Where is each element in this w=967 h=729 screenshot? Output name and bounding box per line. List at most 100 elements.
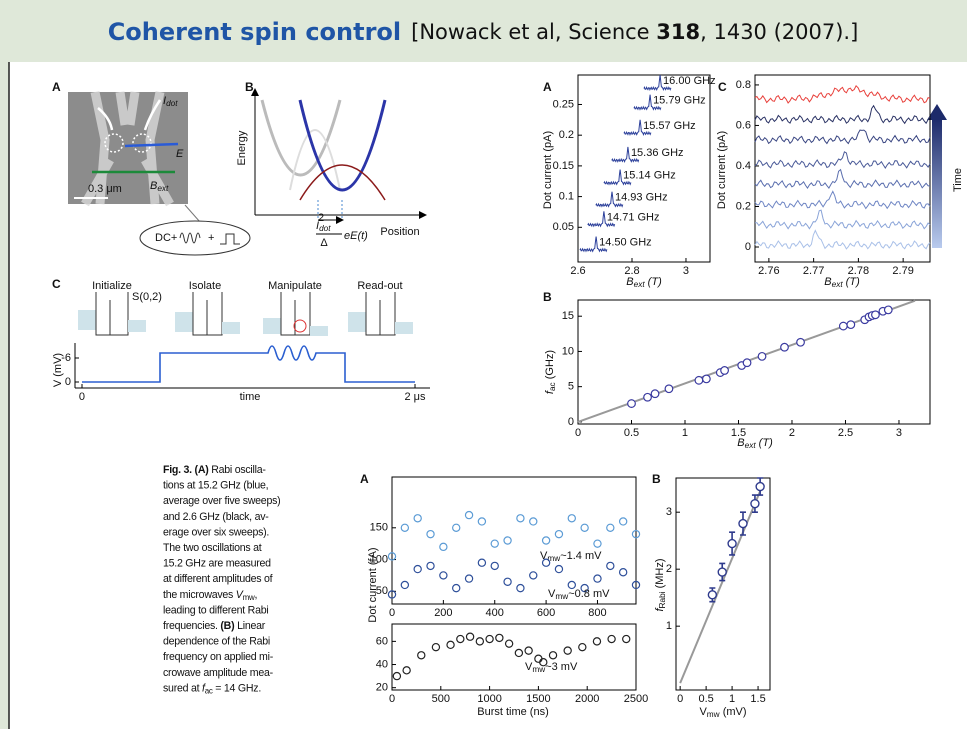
data-point [529, 517, 538, 526]
current-trace [754, 84, 931, 104]
spectrum-trace [579, 236, 608, 253]
y-tick-label: 20 [376, 682, 388, 694]
plot-frame [675, 477, 771, 691]
x-tick-label: 0 [389, 607, 395, 619]
data-point [400, 580, 410, 590]
axis-label-part: ac [548, 382, 557, 391]
caption-line: sured at fac = 14 GHz. [163, 682, 261, 695]
axis-label-part: (T) [756, 437, 773, 449]
data-point [720, 366, 729, 375]
data-point [593, 539, 602, 548]
caption-line: Fig. 3. (A) Rabi oscilla- [163, 464, 266, 476]
y-tick-label: 150 [370, 522, 388, 534]
panel-letter: A [543, 80, 552, 94]
data-point [503, 577, 512, 586]
data-point [452, 583, 461, 593]
efield-label: E [176, 148, 184, 160]
data-point [431, 642, 441, 652]
data-point [554, 529, 564, 539]
plot-frame [577, 74, 711, 263]
spectrum-trace [587, 211, 616, 228]
y-tick-label: 40 [376, 658, 388, 670]
x-tick-label: 800 [588, 607, 606, 619]
axis-label: Dot current (pA) [716, 131, 728, 209]
data-point [780, 342, 789, 352]
axis-label-part: (T) [645, 276, 662, 288]
current-trace [754, 129, 931, 145]
data-point [554, 564, 564, 574]
data-point [490, 561, 499, 571]
x-tick-label: 1.5 [750, 693, 765, 705]
y-tick-label: 0.6 [736, 119, 751, 131]
caption-sub: ac [205, 686, 213, 695]
axis-label: Energy [236, 130, 248, 165]
y-tick-label: 0.05 [553, 221, 574, 233]
x-tick-label: 0 [575, 427, 581, 439]
caption-sub: mw [243, 593, 255, 602]
caption-bold: Fig. 3. (A) [163, 464, 209, 476]
caption-line: frequencies. (B) Linear [163, 620, 266, 632]
y-tick-label: 0.2 [736, 200, 751, 212]
plot-frame [391, 476, 637, 605]
spectrum-trace [643, 74, 672, 92]
data-point [567, 514, 576, 523]
y-tick-label: 0.2 [559, 129, 574, 141]
y-tick-label: 0.8 [736, 79, 751, 91]
x-tick-label: 600 [537, 607, 555, 619]
x-tick-label: 0 [79, 391, 85, 403]
axis-label: V (mV) [52, 353, 64, 387]
y-tick-label: 10 [562, 345, 574, 357]
y-tick-label: 2 [666, 563, 672, 575]
axis-label: Dot current (fA) [367, 547, 379, 622]
data-point [524, 646, 533, 655]
time-arrow [932, 118, 942, 248]
data-point [592, 637, 602, 646]
x-tick-label: 2.8 [624, 265, 639, 277]
data-point [580, 523, 589, 533]
x-tick-label: 3 [683, 265, 689, 277]
data-point [490, 539, 499, 548]
caption-text: The two oscillations at [163, 542, 262, 554]
data-point [400, 523, 410, 533]
slide-title: Coherent spin control [Nowack et al, Scie… [108, 18, 859, 46]
formula: Δ [320, 237, 328, 249]
data-point [738, 518, 748, 529]
caption-line: leading to different Rabi [163, 604, 268, 616]
x-tick-label: 2.5 [838, 427, 853, 439]
data-point [871, 310, 880, 320]
data-point [883, 305, 893, 315]
data-point [755, 481, 765, 492]
axis-label-part: (T) [843, 276, 860, 288]
y-tick-label: 15 [562, 310, 574, 322]
caption-line: frequency on applied mi- [163, 651, 274, 663]
current-trace [754, 190, 931, 210]
formula: eE(t) [344, 230, 368, 242]
caption-text: at different amplitudes of [163, 573, 273, 585]
axis-label-part: ext [745, 441, 757, 450]
axis-label: Bext (T) [824, 276, 860, 289]
caption-tail: Linear [234, 620, 265, 632]
x-tick-label: 1 [682, 427, 688, 439]
y-tick-label: 5 [568, 381, 574, 393]
data-point [563, 646, 572, 655]
y-tick-label: 0.1 [559, 191, 574, 203]
caption-text: crowave amplitude mea- [163, 667, 274, 679]
x-tick-label: 400 [486, 607, 504, 619]
data-point [618, 517, 628, 526]
source-label: DC+ [155, 232, 177, 244]
x-tick-label: 2.76 [758, 265, 779, 277]
data-point [413, 564, 422, 574]
caption-line: The two oscillations at [163, 542, 262, 554]
trace-label: 16.00 GHz [663, 75, 716, 87]
x-tick-label: 3 [896, 427, 902, 439]
series-label-part: V [540, 550, 548, 562]
panel-letter: C [718, 80, 727, 94]
series-label-part: mw [532, 665, 545, 674]
caption-text: leading to different Rabi [163, 604, 268, 616]
data-point [504, 639, 514, 648]
series-label: Vmw~3 mV [525, 661, 578, 674]
data-point [606, 561, 615, 571]
data-point [541, 536, 551, 545]
data-point [846, 320, 856, 330]
data-point [742, 358, 752, 368]
